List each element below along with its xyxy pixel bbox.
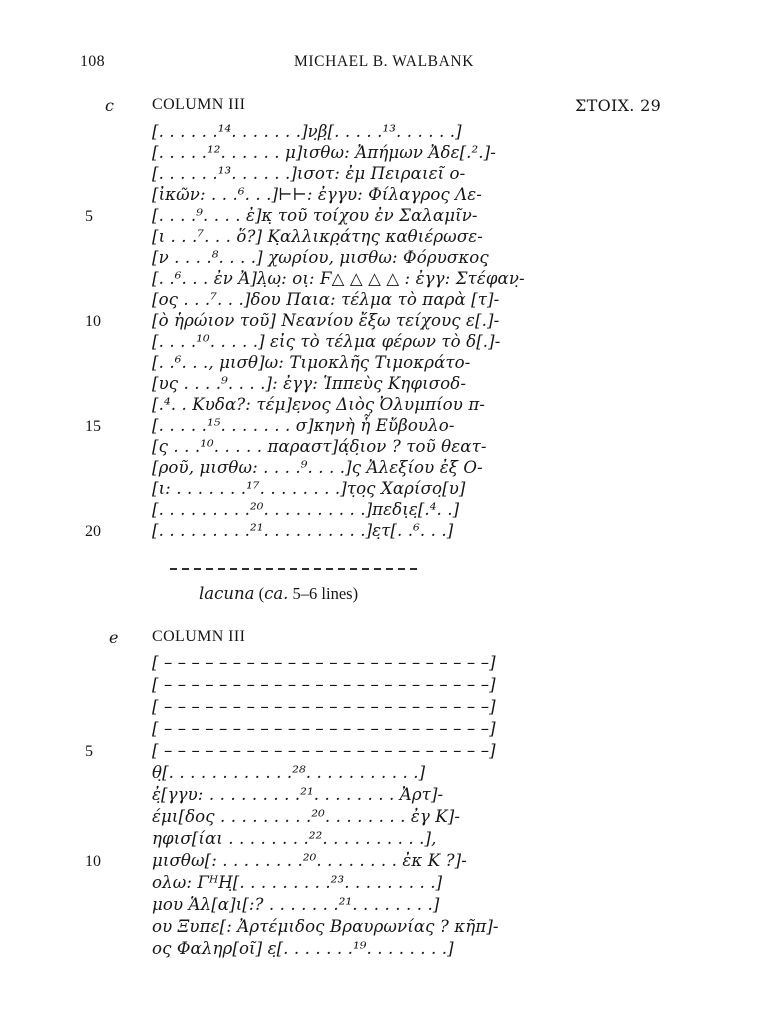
lacuna-word: lacuna <box>199 584 255 603</box>
greek-text-line: μου Ἁλ[α]ι[:? . . . . . . .²¹. . . . . .… <box>152 895 440 914</box>
text-line-row: 5 [ – – – – – – – – – – – – – – – – – – –… <box>85 740 499 762</box>
greek-text-line: [. . . . . . . . .²⁰. . . . . . . . . .]… <box>152 500 460 519</box>
greek-text-line: [. . . . . .¹³. . . . . .]ισοτ: ἐμ Πειρα… <box>152 164 466 183</box>
text-line-row: 10 μισθω[: . . . . . . . .²⁰. . . . . . .… <box>85 850 499 872</box>
text-line-row: ολω: ΓᴴΗ̣[. . . . . . . . .²³. . . . . .… <box>85 872 499 894</box>
greek-text-line: [ – – – – – – – – – – – – – – – – – – – … <box>152 653 496 672</box>
greek-text-line: [ς . . .¹⁰. . . . . παραστ]ά̣δ̣ιον ? τοῦ… <box>152 437 487 456</box>
text-line-row: 15 [. . . . .¹⁵. . . . . . . σ]κηνὴ ἧ Εὔβ… <box>85 415 525 436</box>
greek-text-line: [ι: . . . . . . .¹⁷. . . . . . . .]τ̣ο̣ς… <box>152 479 466 498</box>
greek-text-line: [ος . . .⁷. . .]δου Παια: τέλμα τὸ παρὰ … <box>152 290 500 309</box>
greek-text-line: [ὸ ἡρώιον τοῦ] Νεανίου ἔξω τείχους ε[.]- <box>152 311 500 330</box>
text-line-row: [. . . . . .¹³. . . . . .]ισοτ: ἐμ Πειρα… <box>85 163 525 184</box>
greek-text-line: μισθω[: . . . . . . . .²⁰. . . . . . . .… <box>152 851 467 870</box>
lacuna-label: lacuna (ca. 5–6 lines) <box>199 584 358 604</box>
greek-text-line: [. . . . . .¹⁴. . . . . . .]ν̣β̣[. . . .… <box>152 122 462 141</box>
greek-text-line: [ἰκῶν: . . .⁶. . .]⊢⊢: ἐγγυ: Φίλαγρος Λε… <box>152 185 482 204</box>
line-number: 20 <box>85 523 101 540</box>
text-line-row: [. .⁶. . . ἐν Ἀ]λ̣ω̣: οι̣: Ϝ△ △ △ △ : ἐγ… <box>85 268 525 289</box>
text-line-row: 20 [. . . . . . . . .²¹. . . . . . . . . … <box>85 520 525 541</box>
greek-text-line: [υς . . . .⁹. . . .]: ἐγγ: Ἱππεὺς Κηφισο… <box>152 374 467 393</box>
greek-text-line: [ – – – – – – – – – – – – – – – – – – – … <box>152 719 496 738</box>
running-head: MICHAEL B. WALBANK <box>293 53 474 70</box>
text-line-row: ηφισ[ίαι . . . . . . . .²². . . . . . . … <box>85 828 499 850</box>
greek-text-line: ου Ξυπε[: Ἀρτέμιδος Βραυρωνίας ? κῆπ]- <box>152 917 499 936</box>
greek-text-line: έμι[δος . . . . . . . . .²⁰. . . . . . .… <box>152 807 461 826</box>
line-number: 5 <box>85 208 93 225</box>
greek-text-line: [ι . . .⁷. . . ὅ?] Κ̣αλλικρ̣άτης καθιέρω… <box>152 227 483 246</box>
section-marker-c: c <box>105 96 114 115</box>
line-number: 5 <box>85 743 93 760</box>
text-line-row: 5 [. . . .⁹. . . . ἐ]κ̣ τοῦ τοίχου ἐν Σαλ… <box>85 205 525 226</box>
text-line-row: [ς . . .¹⁰. . . . . παραστ]ά̣δ̣ιον ? τοῦ… <box>85 436 525 457</box>
lacuna-ca: ca. <box>264 584 289 603</box>
greek-text-line: [. . . . .¹². . . . . . μ]ισθω: Ἀπήμων Ἀ… <box>152 143 496 162</box>
greek-text-line: [. .⁶. . . ἐν Ἀ]λ̣ω̣: οι̣: Ϝ△ △ △ △ : ἐγ… <box>152 269 525 288</box>
greek-text-line: ηφισ[ίαι . . . . . . . .²². . . . . . . … <box>152 829 437 848</box>
text-line-row: [. . . . . .¹⁴. . . . . . .]ν̣β̣[. . . .… <box>85 121 525 142</box>
greek-text-line: [ – – – – – – – – – – – – – – – – – – – … <box>152 697 496 716</box>
greek-text-line: [. . . . . . . . .²¹. . . . . . . . . .]… <box>152 521 454 540</box>
text-line-row: [ἰκῶν: . . .⁶. . .]⊢⊢: ἐγγυ: Φίλαγρος Λε… <box>85 184 525 205</box>
greek-text-line: θ̣[. . . . . . . . . . . .²⁸. . . . . . … <box>152 763 426 782</box>
greek-text-line: [. . . .⁹. . . . ἐ]κ̣ τοῦ τοίχου ἐν Σαλα… <box>152 206 478 225</box>
page-number: 108 <box>80 53 105 70</box>
text-line-row: [ – – – – – – – – – – – – – – – – – – – … <box>85 718 499 740</box>
text-line-row: ος Φαληρ[οῖ] ε̣[. . . . . . .¹⁹. . . . .… <box>85 938 499 960</box>
text-line-row: [ν . . . .⁸. . . .] χωρίου, μισθω: Φόρυσ… <box>85 247 525 268</box>
column-heading-c: COLUMN III <box>152 96 246 113</box>
text-line-row: [ροῦ, μισθω: . . . .⁹. . . .]ς Ἀλεξίου ἐ… <box>85 457 525 478</box>
greek-text-line: ολω: ΓᴴΗ̣[. . . . . . . . .²³. . . . . .… <box>152 873 443 892</box>
section-e-text-block: [ – – – – – – – – – – – – – – – – – – – … <box>85 652 499 960</box>
column-heading-e: COLUMN III <box>152 628 246 645</box>
stoichedon-label: ΣΤΟΙΧ. 29 <box>575 96 662 115</box>
line-number: 15 <box>85 418 101 435</box>
greek-text-line: [. . . .¹⁰. . . . .] εἰς τὸ τέλμα φέρων … <box>152 332 501 351</box>
text-line-row: μου Ἁλ[α]ι[:? . . . . . . .²¹. . . . . .… <box>85 894 499 916</box>
greek-text-line: [ – – – – – – – – – – – – – – – – – – – … <box>152 741 496 760</box>
text-line-row: [ – – – – – – – – – – – – – – – – – – – … <box>85 652 499 674</box>
greek-text-line: [ν . . . .⁸. . . .] χωρίου, μισθω: Φόρυσ… <box>152 248 489 267</box>
text-line-row: [. . . . . . . . .²⁰. . . . . . . . . .]… <box>85 499 525 520</box>
greek-text-line: [. .⁶. . ., μισθ]ω: Τιμοκλῆς Τιμοκράτο- <box>152 353 471 372</box>
text-line-row: 10 [ὸ ἡρώιον τοῦ] Νεανίου ἔξω τείχους ε[.… <box>85 310 525 331</box>
greek-text-line: [.⁴. . Κυδα?: τέμ]ε̣νος Διὸς Ὀλυμπίου π- <box>152 395 486 414</box>
section-marker-e: e <box>109 628 119 647</box>
text-line-row: [υς . . . .⁹. . . .]: ἐγγ: Ἱππεὺς Κηφισο… <box>85 373 525 394</box>
lacuna-rest: 5–6 lines) <box>288 584 359 603</box>
greek-text-line: [. . . . .¹⁵. . . . . . . σ]κηνὴ ἧ Εὔβου… <box>152 416 455 435</box>
greek-text-line: [ροῦ, μισθω: . . . .⁹. . . .]ς Ἀλεξίου ἐ… <box>152 458 483 477</box>
greek-text-line: ἐ̣[γγυ: . . . . . . . . .²¹. . . . . . .… <box>152 785 444 804</box>
text-line-row: ου Ξυπε[: Ἀρτέμιδος Βραυρωνίας ? κῆπ]- <box>85 916 499 938</box>
text-line-row: [ι: . . . . . . .¹⁷. . . . . . . .]τ̣ο̣ς… <box>85 478 525 499</box>
text-line-row: θ̣[. . . . . . . . . . . .²⁸. . . . . . … <box>85 762 499 784</box>
lacuna-divider-dashes <box>170 568 422 570</box>
text-line-row: [ – – – – – – – – – – – – – – – – – – – … <box>85 696 499 718</box>
line-number: 10 <box>85 313 101 330</box>
text-line-row: ἐ̣[γγυ: . . . . . . . . .²¹. . . . . . .… <box>85 784 499 806</box>
text-line-row: [ – – – – – – – – – – – – – – – – – – – … <box>85 674 499 696</box>
greek-text-line: [ – – – – – – – – – – – – – – – – – – – … <box>152 675 496 694</box>
text-line-row: έμι[δος . . . . . . . . .²⁰. . . . . . .… <box>85 806 499 828</box>
text-line-row: [. . . .¹⁰. . . . .] εἰς τὸ τέλμα φέρων … <box>85 331 525 352</box>
text-line-row: [.⁴. . Κυδα?: τέμ]ε̣νος Διὸς Ὀλυμπίου π- <box>85 394 525 415</box>
text-line-row: [ι . . .⁷. . . ὅ?] Κ̣αλλικρ̣άτης καθιέρω… <box>85 226 525 247</box>
text-line-row: [ος . . .⁷. . .]δου Παια: τέλμα τὸ παρὰ … <box>85 289 525 310</box>
line-number: 10 <box>85 853 101 870</box>
section-c-text-block: [. . . . . .¹⁴. . . . . . .]ν̣β̣[. . . .… <box>85 121 525 541</box>
greek-text-line: ος Φαληρ[οῖ] ε̣[. . . . . . .¹⁹. . . . .… <box>152 939 454 958</box>
text-line-row: [. . . . .¹². . . . . . μ]ισθω: Ἀπήμων Ἀ… <box>85 142 525 163</box>
lacuna-paren: ( <box>254 584 265 603</box>
text-line-row: [. .⁶. . ., μισθ]ω: Τιμοκλῆς Τιμοκράτο- <box>85 352 525 373</box>
